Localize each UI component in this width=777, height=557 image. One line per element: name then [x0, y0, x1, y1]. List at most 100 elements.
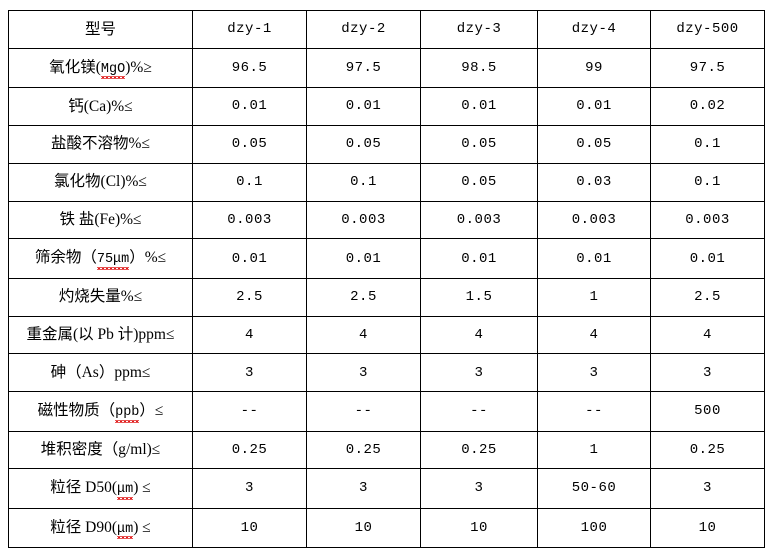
cell-dzy500: 0.25 — [650, 430, 765, 470]
column-header-dzy3: dzy-3 — [420, 10, 538, 49]
spellcheck-underlined-token: ppb — [115, 405, 140, 423]
cell-dzy3: 1.5 — [420, 277, 538, 317]
row-label: 砷（As）ppm≤ — [8, 353, 193, 393]
cell-dzy2: 0.003 — [306, 200, 421, 240]
cell-dzy4: 99 — [537, 47, 651, 89]
cell-dzy2: 0.05 — [306, 124, 421, 164]
row-label: 粒径 D50(μm) ≤ — [8, 468, 193, 509]
cell-dzy500: 0.003 — [650, 200, 765, 240]
cell-dzy3: 0.01 — [420, 87, 538, 126]
table-row: 铁 盐(Fe)%≤ 0.003 0.003 0.003 0.003 0.003 — [8, 200, 765, 240]
cell-dzy3: 98.5 — [420, 47, 538, 89]
cell-dzy1: 0.1 — [192, 162, 307, 202]
row-label: 堆积密度（g/ml)≤ — [8, 430, 193, 470]
cell-dzy500: 97.5 — [650, 47, 765, 89]
table-row: 筛余物（75μm）%≤ 0.01 0.01 0.01 0.01 0.01 — [8, 238, 765, 279]
cell-dzy4: 100 — [537, 507, 651, 549]
cell-dzy2: 0.01 — [306, 238, 421, 279]
cell-dzy4: 1 — [537, 277, 651, 317]
column-header-dzy1: dzy-1 — [192, 10, 307, 49]
cell-dzy500: 500 — [650, 391, 765, 432]
cell-dzy1: -- — [192, 391, 307, 432]
column-header-dzy4: dzy-4 — [537, 10, 651, 49]
cell-dzy1: 2.5 — [192, 277, 307, 317]
spellcheck-underlined-token: μm — [116, 482, 134, 500]
spellcheck-underlined-token: 75μm — [96, 252, 130, 270]
cell-dzy500: 10 — [650, 507, 765, 549]
cell-dzy500: 0.1 — [650, 124, 765, 164]
table-row: 氧化镁(MgO)%≥ 96.5 97.5 98.5 99 97.5 — [8, 47, 765, 89]
cell-dzy2: 4 — [306, 315, 421, 355]
cell-dzy4: 0.05 — [537, 124, 651, 164]
spellcheck-underlined-token: MgO — [100, 61, 126, 79]
cell-dzy2: 10 — [306, 507, 421, 549]
column-header-dzy2: dzy-2 — [306, 10, 421, 49]
spellcheck-underlined-token: μm — [116, 521, 134, 539]
table-row: 粒径 D90(μm) ≤10 10 10 100 10 — [8, 507, 765, 549]
row-label: 盐酸不溶物%≤ — [8, 124, 193, 164]
cell-dzy4: 50-60 — [537, 468, 651, 509]
cell-dzy2: 0.1 — [306, 162, 421, 202]
specification-table: 型号 dzy-1 dzy-2 dzy-3 dzy-4 dzy-500 氧化镁(MgO)%≥ 9… — [8, 10, 765, 549]
cell-dzy3: 3 — [420, 353, 538, 393]
cell-dzy3: 3 — [420, 468, 538, 509]
table-row: 盐酸不溶物%≤ 0.05 0.05 0.05 0.05 0.1 — [8, 124, 765, 164]
cell-dzy4: 4 — [537, 315, 651, 355]
table-row: 磁性物质（ppb）≤ -- -- -- -- 500 — [8, 391, 765, 432]
cell-dzy2: 3 — [306, 468, 421, 509]
cell-dzy4: 0.03 — [537, 162, 651, 202]
table-row: 粒径 D50(μm) ≤3 3 3 50-60 3 — [8, 468, 765, 509]
table-row: 重金属(以 Pb 计)ppm≤ 4 4 4 4 4 — [8, 315, 765, 355]
cell-dzy4: -- — [537, 391, 651, 432]
cell-dzy500: 2.5 — [650, 277, 765, 317]
cell-dzy500: 0.1 — [650, 162, 765, 202]
row-label: 粒径 D90(μm) ≤ — [8, 507, 193, 549]
cell-dzy4: 0.01 — [537, 238, 651, 279]
column-header-dzy500: dzy-500 — [650, 10, 765, 49]
row-label: 筛余物（75μm）%≤ — [8, 238, 193, 279]
table-row: 灼烧失量%≤ 2.5 2.5 1.5 1 2.5 — [8, 277, 765, 317]
cell-dzy1: 4 — [192, 315, 307, 355]
cell-dzy3: -- — [420, 391, 538, 432]
row-label: 氯化物(Cl)%≤ — [8, 162, 193, 202]
column-header-model: 型号 — [8, 10, 193, 49]
cell-dzy1: 3 — [192, 468, 307, 509]
cell-dzy500: 3 — [650, 353, 765, 393]
row-label: 磁性物质（ppb）≤ — [8, 391, 193, 432]
cell-dzy1: 0.01 — [192, 87, 307, 126]
cell-dzy3: 10 — [420, 507, 538, 549]
table-row: 砷（As）ppm≤ 3 3 3 3 3 — [8, 353, 765, 393]
cell-dzy1: 10 — [192, 507, 307, 549]
cell-dzy4: 0.003 — [537, 200, 651, 240]
row-label: 氧化镁(MgO)%≥ — [8, 47, 193, 89]
cell-dzy1: 0.003 — [192, 200, 307, 240]
cell-dzy4: 1 — [537, 430, 651, 470]
cell-dzy1: 3 — [192, 353, 307, 393]
cell-dzy2: 0.01 — [306, 87, 421, 126]
cell-dzy4: 0.01 — [537, 87, 651, 126]
cell-dzy2: 97.5 — [306, 47, 421, 89]
cell-dzy4: 3 — [537, 353, 651, 393]
cell-dzy3: 0.01 — [420, 238, 538, 279]
cell-dzy500: 0.01 — [650, 238, 765, 279]
cell-dzy2: -- — [306, 391, 421, 432]
cell-dzy2: 0.25 — [306, 430, 421, 470]
row-label: 铁 盐(Fe)%≤ — [8, 200, 193, 240]
cell-dzy1: 0.01 — [192, 238, 307, 279]
cell-dzy500: 3 — [650, 468, 765, 509]
cell-dzy1: 0.05 — [192, 124, 307, 164]
cell-dzy2: 3 — [306, 353, 421, 393]
row-label: 灼烧失量%≤ — [8, 277, 193, 317]
row-label: 钙(Ca)%≤ — [8, 87, 193, 126]
table-header-row: 型号 dzy-1 dzy-2 dzy-3 dzy-4 dzy-500 — [8, 10, 765, 49]
table-row: 堆积密度（g/ml)≤ 0.25 0.25 0.25 1 0.25 — [8, 430, 765, 470]
table-body: 型号 dzy-1 dzy-2 dzy-3 dzy-4 dzy-500 氧化镁(MgO)%≥ 9… — [8, 10, 765, 549]
table-row: 钙(Ca)%≤ 0.01 0.01 0.01 0.01 0.02 — [8, 87, 765, 126]
row-label: 重金属(以 Pb 计)ppm≤ — [8, 315, 193, 355]
specification-table-container: 型号 dzy-1 dzy-2 dzy-3 dzy-4 dzy-500 氧化镁(MgO)%≥ 9… — [8, 10, 765, 549]
cell-dzy500: 4 — [650, 315, 765, 355]
cell-dzy500: 0.02 — [650, 87, 765, 126]
cell-dzy3: 4 — [420, 315, 538, 355]
cell-dzy1: 96.5 — [192, 47, 307, 89]
cell-dzy2: 2.5 — [306, 277, 421, 317]
